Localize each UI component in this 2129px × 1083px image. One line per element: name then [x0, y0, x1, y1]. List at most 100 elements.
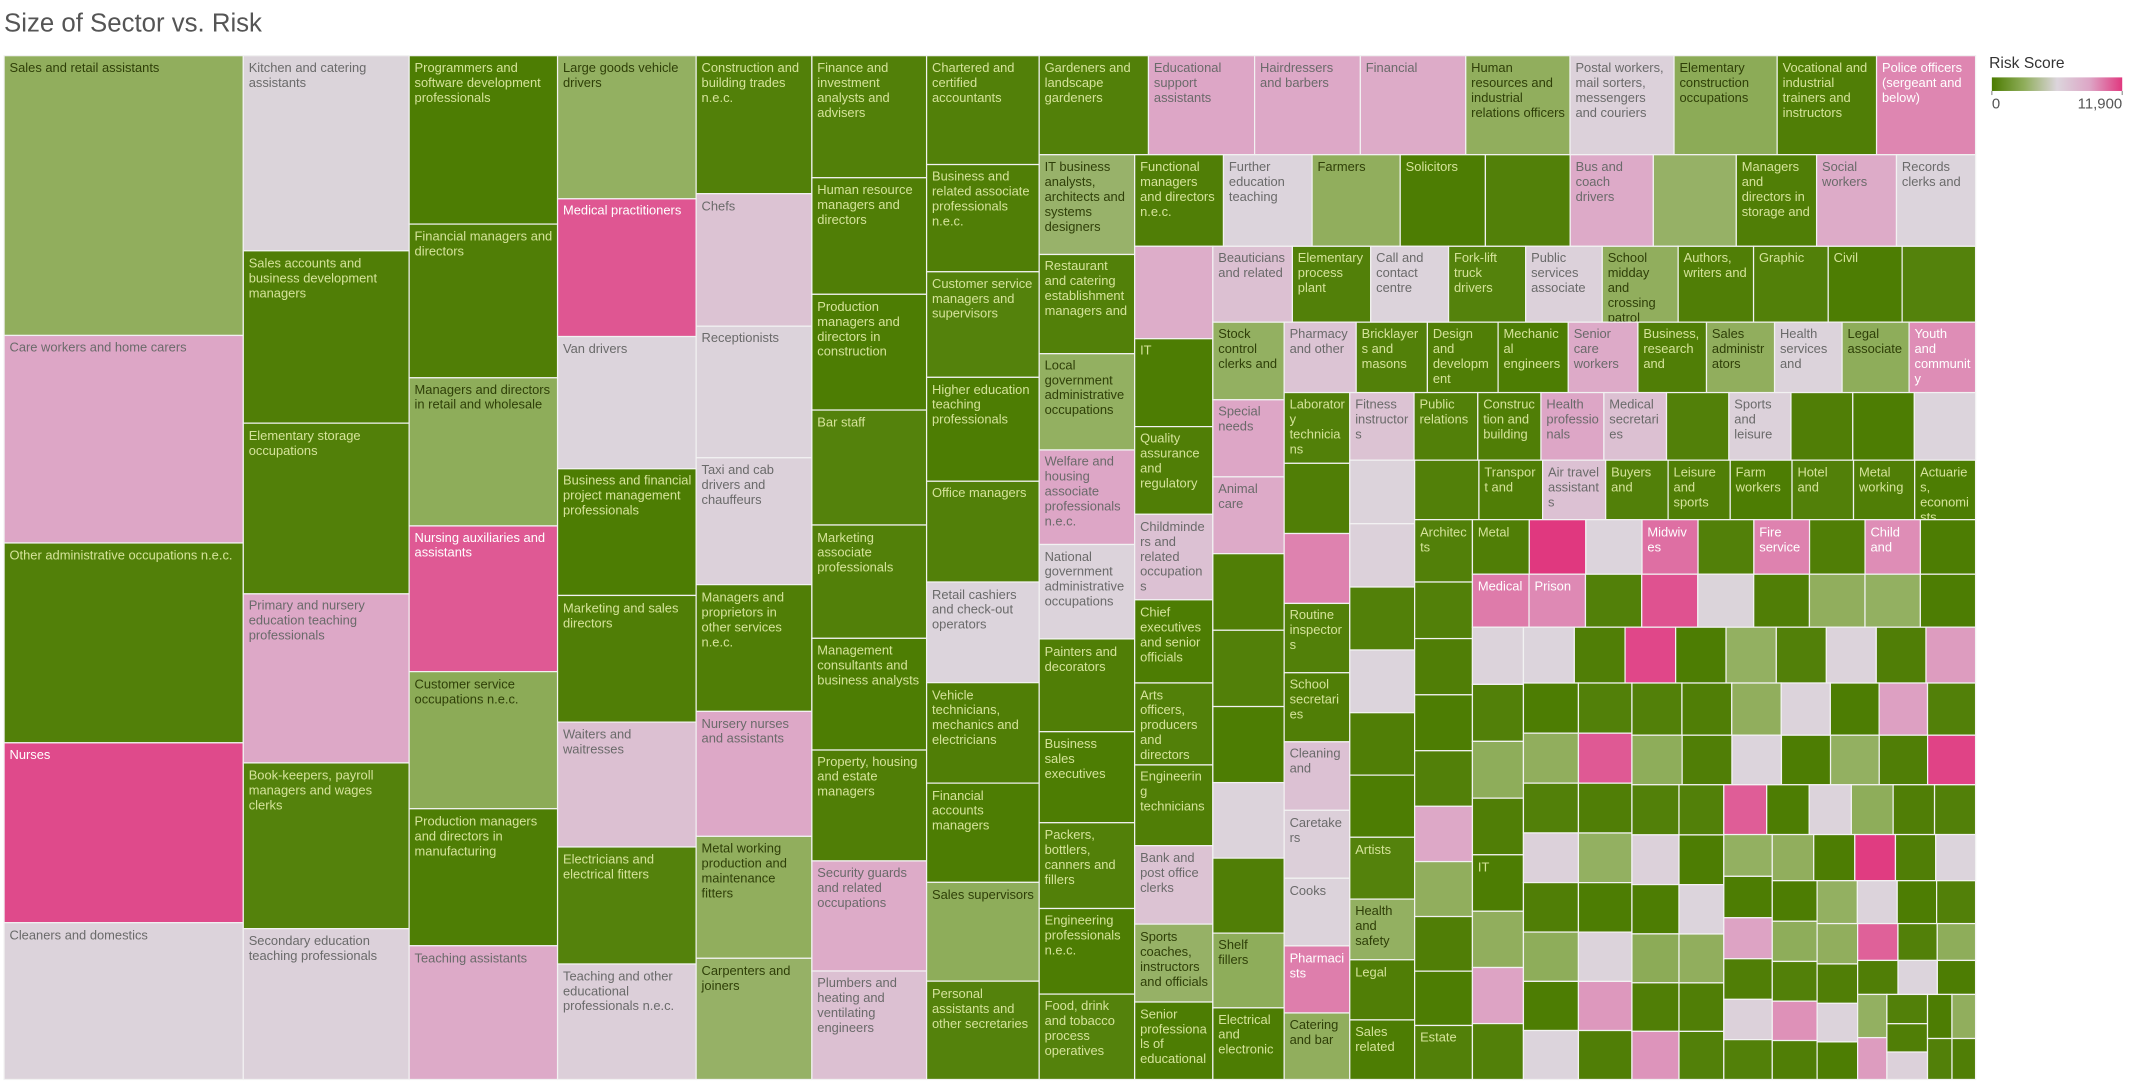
cell-label-box: Nursery nurses and assistants — [702, 717, 789, 747]
cell-label-box: Educational support assistants — [1154, 61, 1221, 106]
treemap-cell — [1933, 784, 1977, 836]
cell-label-box: Packers, bottlers, canners and fillers — [1045, 828, 1116, 888]
cell-label-box: Elementary process plant — [1298, 252, 1363, 297]
cell-label-box: Engineering technicians — [1140, 770, 1205, 815]
treemap-cell — [811, 860, 928, 972]
treemap-cell — [1850, 784, 1894, 836]
cell-label-box: Sales supervisors — [932, 888, 1034, 903]
cell-label-box: Programmers and software development pro… — [415, 61, 541, 106]
cell-label: Estate — [1420, 1030, 1457, 1046]
cell-label-box: Business and related associate professio… — [932, 170, 1030, 230]
cell-label-box: Metal working — [1859, 466, 1903, 496]
treemap-cell — [1522, 782, 1580, 834]
cell-label-box: Waiters and waitresses — [562, 727, 632, 758]
treemap-cell — [1919, 573, 1977, 628]
treemap-cell — [1471, 573, 1530, 628]
treemap-cell — [1901, 245, 1977, 323]
cell-label: Van drivers — [562, 341, 628, 357]
cell-label: Other administrative occupations n.e.c. — [9, 548, 233, 564]
legend-tick-label: 11,900 — [2078, 95, 2123, 112]
cell-label: Architects — [1420, 525, 1467, 555]
cell-label: Pharmacy and other — [1289, 327, 1348, 358]
treemap-cell — [1370, 245, 1450, 323]
cell-label-box: Managers and directors in retail and who… — [415, 383, 551, 413]
treemap-cell — [1569, 55, 1675, 156]
cell-label: Caretakers — [1289, 815, 1342, 846]
cell-label-box: Kitchen and catering assistants — [249, 61, 367, 91]
cell-label-box: Sports and leisure — [1734, 398, 1772, 443]
treemap-cell — [1212, 476, 1285, 555]
cell-label: Authors, writers and — [1683, 251, 1747, 282]
treemap-cell — [1359, 55, 1467, 156]
treemap-cell — [1471, 910, 1525, 969]
cell-label-box: Fitness instructors — [1355, 398, 1408, 443]
cell-label-box: Stock control clerks and — [1218, 328, 1277, 373]
treemap-cell — [1935, 880, 1977, 925]
cell-label-box: Youth and community — [1915, 328, 1971, 388]
cell-label: Sales and retail assistants — [9, 61, 160, 77]
treemap-cell — [1577, 980, 1633, 1032]
treemap-cell — [242, 928, 410, 1081]
treemap-cell — [1753, 573, 1811, 628]
cell-label: Welfare and housing associate profession… — [1044, 455, 1121, 531]
cell-label-box: Health services and — [1780, 328, 1827, 373]
treemap-cell — [408, 671, 559, 810]
cell-label: Plumbers and heating and ventilating eng… — [817, 976, 897, 1037]
cell-label-box: Social workers — [1822, 160, 1868, 191]
cell-label: Hotel and — [1797, 465, 1828, 496]
cell-label-box: Graphic — [1759, 252, 1804, 267]
cell-label: Production managers and directors in con… — [817, 299, 900, 360]
cell-label: Sales related — [1355, 1025, 1395, 1056]
treemap-cell — [1212, 705, 1285, 784]
treemap-cell — [925, 980, 1040, 1081]
cell-label: Cleaners and domestics — [9, 928, 148, 944]
cell-label: Waiters and waitresses — [562, 727, 632, 758]
treemap-cell — [242, 762, 410, 930]
treemap-cell — [1349, 959, 1416, 1021]
treemap-cell — [1723, 833, 1773, 877]
treemap-cell — [1212, 781, 1285, 859]
cell-label-box: Customer service occupations n.e.c. — [415, 677, 519, 707]
treemap-cell — [1038, 449, 1136, 546]
treemap-cell — [1864, 573, 1921, 628]
cell-label-box: IT business analysts, architects and sys… — [1045, 160, 1125, 235]
treemap-cell — [1584, 573, 1643, 628]
treemap-cell — [1349, 391, 1415, 461]
treemap-cell — [1886, 993, 1929, 1025]
cell-label: Health professionals — [1546, 397, 1599, 443]
cell-label: Sales accounts and business development … — [248, 256, 378, 302]
treemap-cell — [1776, 55, 1878, 156]
cell-label-box: Air travel assistants — [1548, 466, 1599, 511]
treemap-cell — [1414, 915, 1474, 972]
treemap-cell — [1038, 253, 1136, 355]
treemap-cell — [408, 525, 559, 673]
treemap-cell — [1525, 245, 1603, 323]
treemap-cell — [1605, 459, 1669, 521]
cell-label: Property, housing and estate managers — [817, 755, 918, 801]
treemap-cell — [1697, 519, 1755, 575]
treemap-cell — [1766, 784, 1810, 836]
treemap-cell — [1808, 573, 1866, 628]
treemap-cell — [1414, 459, 1480, 521]
treemap-cell — [1349, 459, 1416, 525]
treemap-cell — [1577, 882, 1633, 933]
cell-label-box: IT — [1478, 860, 1489, 875]
cell-label-box: Marketing associate professionals — [817, 530, 893, 575]
cell-label: Cleaning and — [1289, 747, 1341, 778]
treemap-cell — [556, 335, 697, 470]
treemap-cell — [1926, 993, 1953, 1040]
cell-label-box: School secretaries — [1290, 678, 1339, 723]
treemap-cell — [1631, 933, 1680, 984]
treemap-cell — [1573, 626, 1626, 684]
treemap-cell — [1497, 321, 1569, 394]
treemap-cell — [1914, 459, 1977, 521]
cell-label: Engineering professionals n.e.c. — [1044, 913, 1121, 959]
treemap-cell — [1522, 980, 1580, 1032]
cell-label: Quality assurance and regulatory — [1140, 432, 1200, 492]
cell-label-box: Business, research and — [1643, 328, 1699, 373]
treemap-cell — [1827, 245, 1903, 323]
treemap-cell — [1134, 245, 1214, 340]
treemap-cell — [242, 422, 410, 595]
cell-label: Social workers — [1822, 160, 1868, 191]
